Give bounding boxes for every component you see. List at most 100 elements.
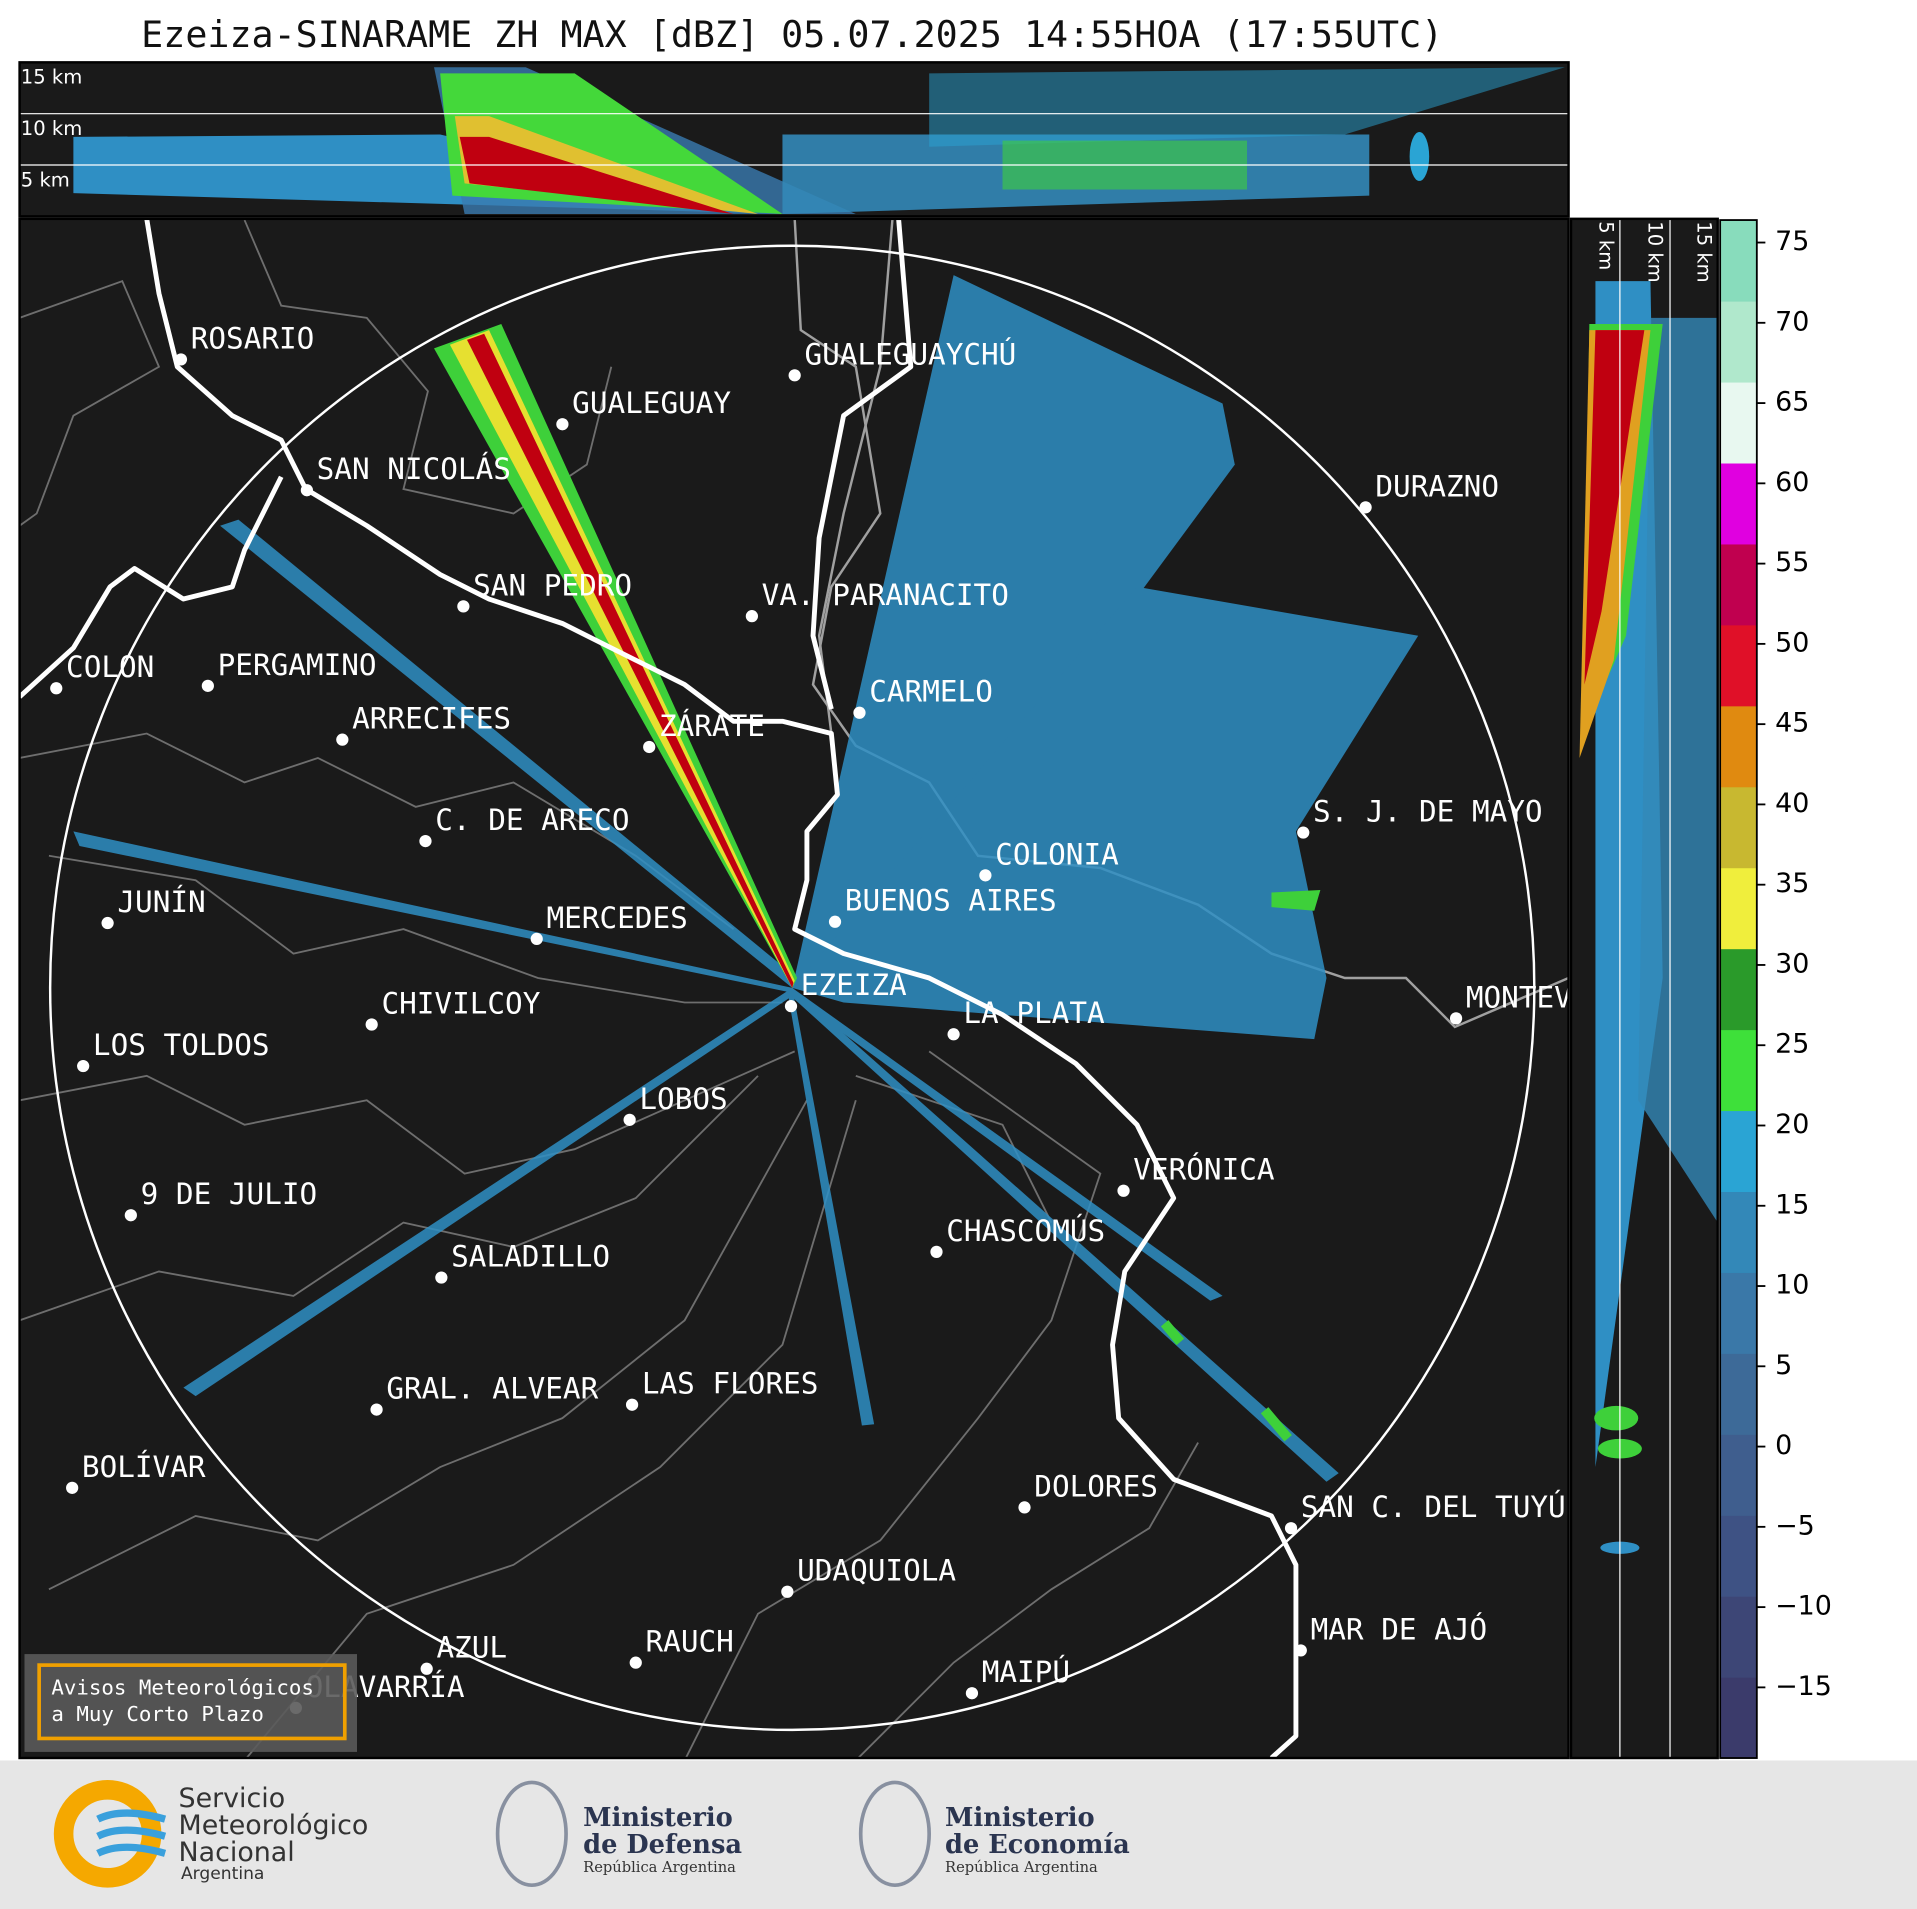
city-dot xyxy=(101,916,114,930)
tick-label: 20 xyxy=(1775,1109,1809,1140)
color-band xyxy=(1720,786,1757,869)
shield xyxy=(495,1780,568,1887)
color-band xyxy=(1720,624,1757,707)
tick-label: 10 xyxy=(1775,1270,1809,1301)
title: Ezeiza-SINARAME ZH MAX [dBZ] 05.07.2025 … xyxy=(141,13,1443,56)
city-label: MERCEDES xyxy=(547,901,688,935)
city-label: CARMELO xyxy=(869,675,993,709)
city-dot xyxy=(300,484,313,497)
logo-text: de Defensa xyxy=(583,1830,742,1860)
logo-text: de Economía xyxy=(945,1830,1130,1860)
city-dot xyxy=(556,418,569,431)
footer-band xyxy=(0,1760,1917,1909)
color-band xyxy=(1720,543,1757,626)
city-dot xyxy=(1294,1644,1307,1657)
color-band xyxy=(1720,1515,1757,1597)
city-label: ARRECIFES xyxy=(352,702,511,736)
tick-label: 45 xyxy=(1775,708,1809,739)
tick-label: 30 xyxy=(1775,948,1809,979)
logo-text: Nacional xyxy=(179,1837,295,1868)
tick-label: 5 xyxy=(1775,1350,1792,1381)
city-label: VA. PARANACITO xyxy=(762,578,1009,612)
city-dot xyxy=(201,679,214,692)
city-label: UDAQUIOLA xyxy=(797,1554,956,1588)
color-band xyxy=(1720,1191,1757,1273)
city-dot xyxy=(435,1271,448,1284)
city-label: C. DE ARECO xyxy=(435,803,629,837)
tick-label: 15 xyxy=(1775,1189,1809,1220)
color-band xyxy=(1720,1596,1757,1678)
city-dot xyxy=(788,369,801,382)
city-label: EZEIZA xyxy=(801,968,907,1002)
city-dot xyxy=(1284,1522,1298,1535)
city-dot xyxy=(174,353,188,366)
city-dot xyxy=(457,600,470,613)
tick-label: 60 xyxy=(1775,467,1809,498)
color-band xyxy=(1720,1110,1757,1193)
city-label: MONTEVIDEO xyxy=(1466,980,1643,1014)
city-dot xyxy=(124,1209,137,1222)
logo-text: Servicio xyxy=(179,1783,286,1814)
city-label: BOLÍVAR xyxy=(82,1449,206,1484)
city-label: SAN NICOLÁS xyxy=(317,451,511,486)
city-label: COLONIA xyxy=(995,837,1119,871)
logo-text: Meteorológico xyxy=(179,1810,369,1841)
city-label: JUNÍN xyxy=(117,884,205,919)
city-label: GUALEGUAY xyxy=(572,386,731,420)
city-dot xyxy=(745,610,759,623)
smn-logo-waves xyxy=(96,1809,167,1857)
city-label: BUENOS AIRES xyxy=(845,884,1057,918)
tick-label: −10 xyxy=(1775,1591,1832,1622)
city-label: RAUCH xyxy=(646,1625,734,1659)
city-dot xyxy=(965,1687,979,1700)
tick-label: 40 xyxy=(1775,788,1809,819)
city-label: SALADILLO xyxy=(451,1239,610,1273)
city-dot xyxy=(853,706,866,719)
side-frame xyxy=(1569,217,1719,1760)
city-label: DURAZNO xyxy=(1375,469,1499,503)
color-band xyxy=(1720,1353,1757,1435)
color-band xyxy=(1720,705,1757,788)
city-dot xyxy=(828,915,842,928)
color-band xyxy=(1720,1677,1757,1759)
city-dot xyxy=(1297,826,1310,839)
city-dot xyxy=(50,682,63,695)
city-label: DOLORES xyxy=(1034,1469,1158,1503)
height-label: 15 km xyxy=(1693,221,1716,282)
height-label: 5 km xyxy=(21,168,70,191)
city-dot xyxy=(1018,1501,1031,1514)
city-dot xyxy=(643,740,656,754)
city-dot xyxy=(930,1245,943,1258)
city-label: LOBOS xyxy=(639,1082,727,1116)
tick-label: 35 xyxy=(1775,868,1809,899)
city-label: VERÓNICA xyxy=(1133,1151,1275,1187)
city-label: ROSARIO xyxy=(191,321,315,355)
city-dot xyxy=(629,1656,642,1669)
color-band xyxy=(1720,1434,1757,1516)
side-panel xyxy=(1570,218,1718,1759)
city-label: CHIVILCOY xyxy=(381,986,540,1020)
tick-label: −15 xyxy=(1775,1671,1832,1702)
city-dot xyxy=(419,834,432,848)
city-dot xyxy=(947,1028,960,1041)
notice-text: Avisos Meteorológicos xyxy=(51,1675,314,1699)
shield xyxy=(858,1780,931,1887)
city-dot xyxy=(77,1059,90,1073)
city-label: S. J. DE MAYO xyxy=(1313,794,1543,828)
city-dot xyxy=(1449,1012,1463,1025)
logo-subtext: República Argentina xyxy=(583,1859,736,1876)
city-dot xyxy=(336,733,349,746)
color-band xyxy=(1720,948,1757,1031)
city-label: LOS TOLDOS xyxy=(93,1028,270,1062)
tick-label: 50 xyxy=(1775,627,1809,658)
city-dot xyxy=(365,1018,378,1031)
color-band xyxy=(1720,462,1757,545)
city-label: SAN PEDRO xyxy=(473,568,632,602)
tick-label: 0 xyxy=(1775,1430,1792,1461)
city-dot xyxy=(530,932,543,946)
notice-frame xyxy=(37,1663,347,1741)
city-dot xyxy=(781,1585,794,1598)
